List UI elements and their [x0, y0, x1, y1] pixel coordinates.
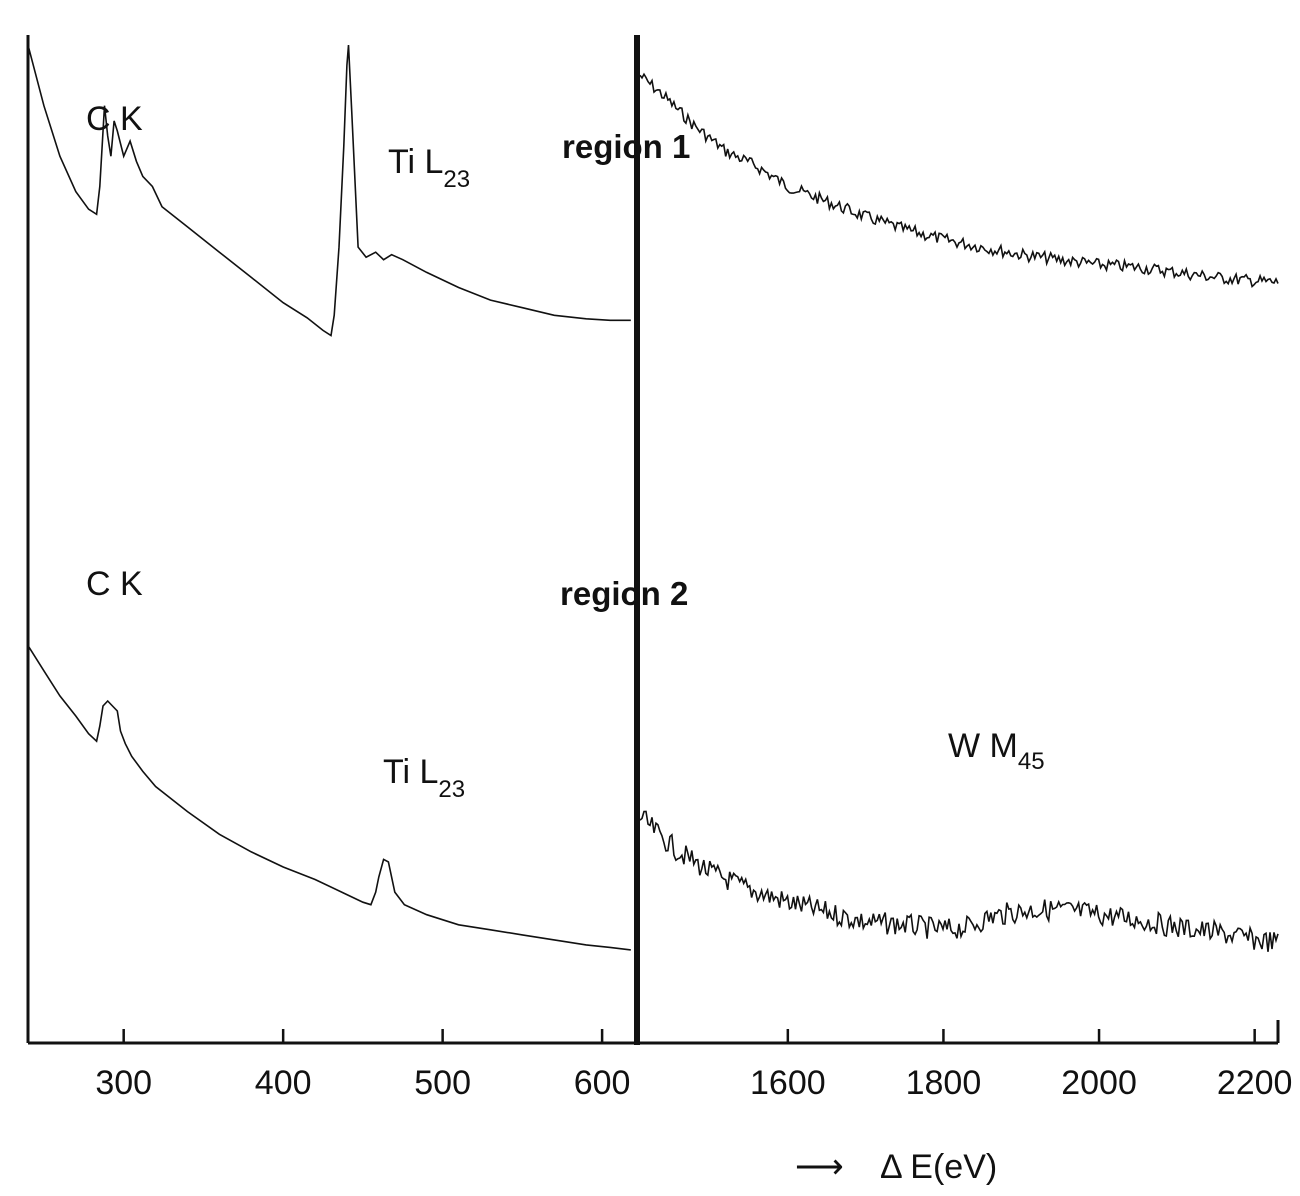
tick-marks: [122, 1029, 1256, 1043]
x-tick-label-500: 500: [414, 1064, 471, 1102]
region-2-label: region 2: [560, 575, 688, 612]
w-m45-label: W M45: [948, 727, 1045, 775]
ti-l23-label-region-2-sub: 23: [438, 776, 465, 803]
panel-divider: [634, 35, 640, 1045]
ti-l23-label-region-1-sub: 23: [443, 166, 470, 193]
x-tick-label-400: 400: [255, 1064, 312, 1102]
region-1-label: region 1: [562, 128, 690, 165]
w-m45-label-main: W M: [948, 727, 1018, 765]
x-tick-label-600: 600: [574, 1064, 631, 1102]
ti-l23-label-region-1: Ti L23: [388, 143, 470, 193]
ti-l23-label-region-2: Ti L23: [383, 753, 465, 803]
x-axis-arrow: ⟶: [795, 1148, 844, 1186]
x-tick-label-300: 300: [95, 1064, 152, 1102]
x-axis-label: Δ E(eV): [880, 1148, 997, 1186]
tick-labels: 300 400 500 600 1600 1800 2000 2200: [95, 1064, 1292, 1102]
spectra-curves: [27, 44, 1279, 952]
x-tick-label-2200: 2200: [1217, 1064, 1293, 1102]
series-2-high-loss-line: [639, 810, 1279, 952]
w-m45-label-sub: 45: [1018, 748, 1045, 775]
ti-l23-label-region-1-main: Ti L: [388, 143, 443, 181]
ti-l23-label-region-2-main: Ti L: [383, 753, 438, 791]
x-tick-label-1600: 1600: [750, 1064, 826, 1102]
series-2-low-loss-line: [27, 645, 631, 951]
series-1-high-loss-line: [639, 72, 1279, 288]
series-1-low-loss-line: [27, 44, 631, 337]
x-tick-label-1800: 1800: [906, 1064, 982, 1102]
ck-label-region-1: C K: [86, 100, 143, 138]
ck-label-region-2: C K: [86, 565, 143, 603]
x-tick-label-2000: 2000: [1061, 1064, 1137, 1102]
